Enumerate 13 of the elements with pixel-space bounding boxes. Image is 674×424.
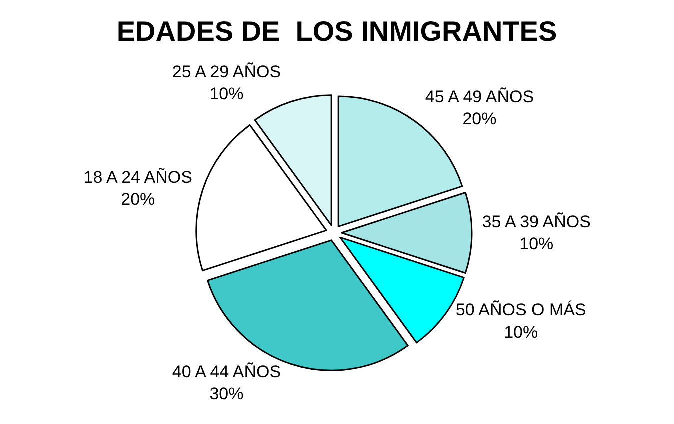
chart-title: EDADES DE LOS INMIGRANTES bbox=[116, 16, 558, 47]
slice-label: 45 A 49 AÑOS bbox=[425, 87, 534, 106]
data-label: 10% bbox=[520, 234, 554, 254]
slice-label: 50 AÑOS O MÁS bbox=[456, 300, 586, 320]
data-label: 20% bbox=[121, 190, 156, 209]
data-label: 10% bbox=[210, 84, 244, 104]
data-label: 20% bbox=[462, 109, 497, 128]
slice-label: 25 A 29 AÑOS bbox=[172, 62, 282, 82]
slice-label: 18 A 24 AÑOS bbox=[84, 168, 192, 187]
slice-label: 40 A 44 AÑOS bbox=[172, 362, 282, 382]
slice-label: 35 A 39 AÑOS bbox=[482, 212, 591, 232]
data-label: 10% bbox=[504, 322, 538, 342]
data-label: 30% bbox=[210, 384, 244, 404]
